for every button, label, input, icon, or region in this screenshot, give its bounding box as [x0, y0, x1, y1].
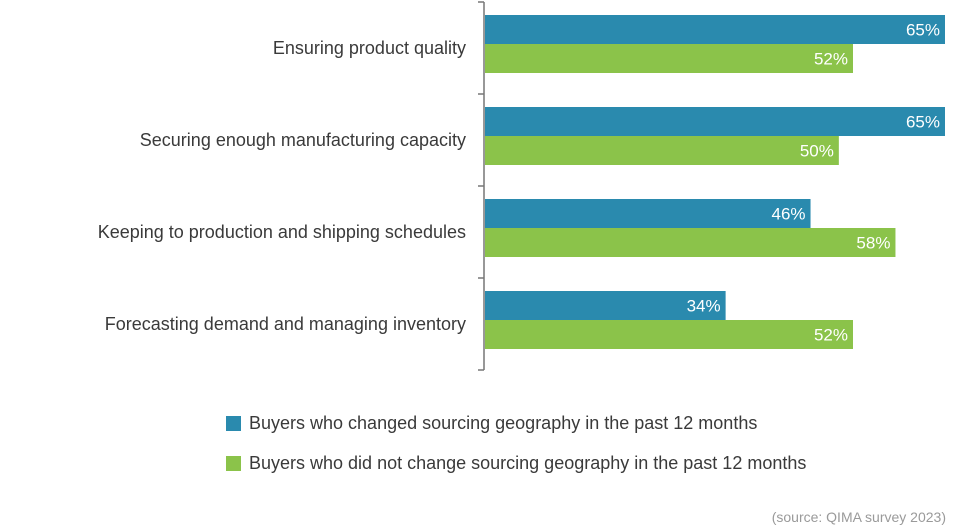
category-label: Forecasting demand and managing inventor…: [105, 314, 466, 334]
legend-label-changed: Buyers who changed sourcing geography in…: [249, 413, 758, 433]
data-label: 65%: [906, 113, 940, 132]
data-label: 65%: [906, 21, 940, 40]
category-label: Ensuring product quality: [273, 38, 466, 58]
bar-changed: [485, 291, 726, 320]
data-label: 46%: [772, 205, 806, 224]
data-label: 52%: [814, 50, 848, 69]
legend-label-not-changed: Buyers who did not change sourcing geogr…: [249, 453, 807, 473]
source-note: (source: QIMA survey 2023): [771, 509, 946, 525]
data-label: 50%: [800, 142, 834, 161]
data-label: 58%: [856, 234, 890, 253]
category-label: Keeping to production and shipping sched…: [98, 222, 466, 242]
bar-not-changed: [485, 228, 896, 257]
bar-changed: [485, 107, 945, 136]
data-label: 34%: [687, 297, 721, 316]
legend-swatch-not-changed: [226, 456, 241, 471]
bar-changed: [485, 15, 945, 44]
data-label: 52%: [814, 326, 848, 345]
bar-chart: Ensuring product quality 65% 52% Securing e…: [98, 1, 945, 371]
legend-item-not-changed: Buyers who did not change sourcing geogr…: [226, 453, 806, 474]
bar-not-changed: [485, 320, 853, 349]
legend-swatch-changed: [226, 416, 241, 431]
bar-not-changed: [485, 136, 839, 165]
category-label: Securing enough manufacturing capacity: [140, 130, 466, 150]
legend-item-changed: Buyers who changed sourcing geography in…: [226, 413, 757, 434]
bar-not-changed: [485, 44, 853, 73]
bar-changed: [485, 199, 811, 228]
